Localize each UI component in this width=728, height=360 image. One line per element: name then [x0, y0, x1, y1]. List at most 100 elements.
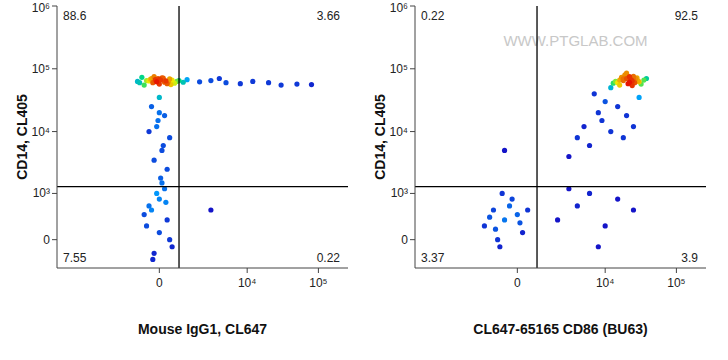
event-point — [154, 79, 159, 84]
event-point — [151, 251, 156, 256]
event-point — [154, 124, 159, 129]
event-point — [137, 80, 142, 85]
event-point — [197, 79, 202, 84]
event-point — [603, 223, 608, 228]
event-point — [217, 76, 222, 81]
event-point — [154, 191, 159, 196]
y-tick-label: 10⁴ — [389, 125, 408, 139]
event-point — [566, 154, 571, 159]
y-tick — [410, 239, 415, 240]
event-point — [157, 110, 162, 115]
y-tick — [410, 6, 415, 7]
y-tick-label: 0 — [401, 233, 408, 247]
event-point — [157, 196, 162, 201]
event-point — [149, 207, 154, 212]
gate-horizontal — [415, 186, 706, 187]
x-tick — [676, 268, 677, 273]
event-point — [149, 104, 154, 109]
x-tick — [318, 268, 319, 273]
quadrant-percent: 3.66 — [317, 9, 341, 23]
event-point — [500, 191, 505, 196]
event-point — [608, 129, 613, 134]
y-axis-label: CD14, CL405 — [372, 94, 388, 180]
event-point — [150, 257, 155, 262]
event-point — [617, 82, 622, 87]
x-tick — [517, 268, 518, 273]
event-point — [608, 85, 613, 90]
event-point — [587, 191, 592, 196]
y-tick — [52, 6, 57, 7]
x-tick-label: 0 — [514, 276, 521, 290]
y-tick-label: 10⁶ — [32, 1, 50, 15]
event-point — [279, 82, 284, 87]
y-tick — [52, 239, 57, 240]
event-point — [631, 207, 636, 212]
event-point — [208, 207, 213, 212]
quadrant-percent: 3.9 — [681, 251, 698, 265]
x-axis — [57, 268, 348, 269]
x-tick-label: 10⁴ — [596, 276, 615, 290]
watermark: WWW.PTGLAB.COM — [503, 32, 647, 49]
event-point — [502, 217, 507, 222]
event-point — [621, 135, 626, 140]
event-point — [575, 203, 580, 208]
event-point — [151, 158, 156, 163]
y-tick-label: 0 — [43, 233, 50, 247]
x-tick-label: 0 — [156, 276, 163, 290]
event-point — [159, 148, 164, 153]
event-point — [165, 217, 170, 222]
event-point — [238, 81, 243, 86]
event-point — [161, 143, 166, 148]
event-point — [502, 148, 507, 153]
quadrant-percent: 88.6 — [63, 9, 87, 23]
event-point — [155, 118, 160, 123]
event-point — [208, 78, 213, 83]
event-point — [144, 223, 149, 228]
event-point — [603, 99, 608, 104]
event-point — [167, 237, 172, 242]
quadrant-percent: 7.55 — [63, 251, 87, 265]
event-point — [487, 215, 492, 220]
y-tick — [52, 68, 57, 69]
x-tick-label: 10⁵ — [309, 276, 327, 290]
event-point — [142, 212, 147, 217]
y-tick-label: 10⁴ — [31, 125, 50, 139]
event-point — [596, 244, 601, 249]
quadrant-percent: 0.22 — [317, 251, 341, 265]
y-tick-label: 10⁵ — [390, 62, 408, 76]
event-point — [157, 95, 162, 100]
event-point — [266, 80, 271, 85]
gate — [415, 6, 706, 268]
y-tick — [410, 68, 415, 69]
event-point — [146, 129, 151, 134]
event-point — [223, 80, 228, 85]
x-axis-label: Mouse IgG1, CL647 — [138, 321, 267, 337]
y-axis — [415, 6, 416, 268]
y-tick-label: 10⁵ — [32, 62, 50, 76]
event-point — [631, 124, 636, 129]
y-tick-label: 10³ — [391, 186, 408, 200]
x-tick — [159, 268, 160, 273]
event-point — [163, 78, 168, 83]
event-point — [482, 223, 487, 228]
event-point — [555, 217, 560, 222]
event-point — [596, 110, 601, 115]
x-axis-label: CL647-65165 CD86 (BU63) — [473, 321, 647, 337]
x-tick — [247, 268, 248, 273]
y-tick — [52, 193, 57, 194]
event-point — [624, 113, 629, 118]
event-point — [493, 227, 498, 232]
event-point — [507, 203, 512, 208]
gate-vertical — [536, 6, 537, 268]
y-tick-label: 10⁶ — [390, 1, 408, 15]
y-axis-label: CD14, CL405 — [14, 94, 30, 180]
gate-horizontal — [57, 186, 348, 187]
event-point — [520, 230, 525, 235]
event-point — [497, 244, 502, 249]
event-point — [139, 75, 144, 80]
y-tick — [52, 131, 57, 132]
event-point — [581, 124, 586, 129]
event-point — [592, 91, 597, 96]
x-tick-label: 10⁴ — [238, 276, 257, 290]
event-point — [158, 175, 163, 180]
